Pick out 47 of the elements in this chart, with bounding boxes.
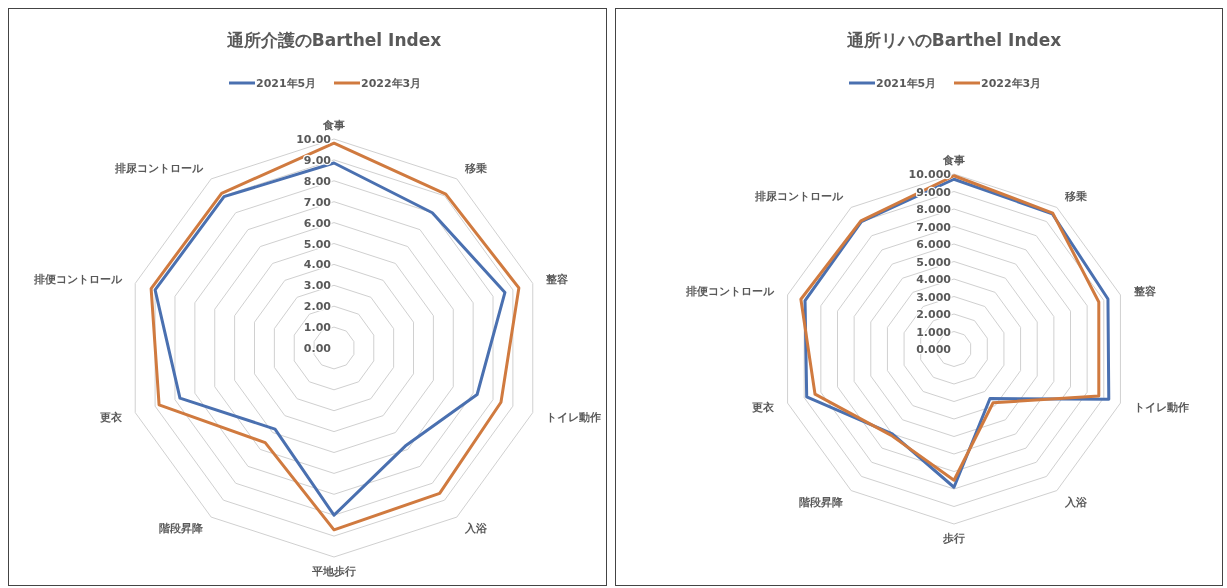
y-tick-label: 2.000 xyxy=(916,308,952,321)
spoke-label: 排尿コントロール xyxy=(113,161,204,174)
spoke-label: 食事 xyxy=(942,154,965,166)
spoke-label: トイレ動作 xyxy=(1133,401,1189,414)
y-tick-label: 9.00 xyxy=(303,153,332,167)
y-tick-label: 1.00 xyxy=(303,321,332,335)
chart-title: 通所リハのBarthel Index xyxy=(845,30,1062,50)
y-tick-label: 3.000 xyxy=(916,290,952,304)
y-tick-label: 5.000 xyxy=(916,255,952,269)
legend-label: 2022年3月 xyxy=(981,77,1042,90)
spoke-label: 階段昇降 xyxy=(798,495,844,508)
legend-label: 2021年5月 xyxy=(876,77,937,90)
spoke-label: 排便コントロール xyxy=(685,284,776,297)
y-tick-label: 6.00 xyxy=(303,216,332,230)
spoke-label: 階段昇降 xyxy=(158,522,204,535)
spoke-label: 排尿コントロール xyxy=(753,190,844,203)
y-tick-label: 1.000 xyxy=(916,325,952,339)
legend-label: 2022年3月 xyxy=(361,77,422,90)
y-tick-label: 0.00 xyxy=(303,342,332,355)
y-tick-label: 8.000 xyxy=(916,203,952,216)
y-tick-label: 6.000 xyxy=(916,238,952,251)
spoke-label: 整容 xyxy=(545,273,569,286)
spoke-label: 更衣 xyxy=(99,410,123,423)
legend-label: 2021年5月 xyxy=(256,77,317,90)
y-tick-label: 4.00 xyxy=(303,258,332,272)
spoke-label: 更衣 xyxy=(752,401,776,414)
spoke-label: 入浴 xyxy=(1064,495,1089,509)
chart-title: 通所介護のBarthel Index xyxy=(225,30,442,50)
y-tick-label: 10.00 xyxy=(296,133,332,146)
y-tick-label: 7.00 xyxy=(303,195,332,209)
spoke-label: 移乗 xyxy=(464,161,488,174)
y-tick-label: 0.000 xyxy=(916,343,952,356)
y-tick-label: 10.000 xyxy=(908,168,952,181)
spoke-label: 整容 xyxy=(1132,284,1156,297)
y-tick-label: 4.000 xyxy=(916,273,952,286)
spoke-label: トイレ動作 xyxy=(546,410,602,423)
spoke-label: 食事 xyxy=(322,119,345,131)
spoke-label: 歩行 xyxy=(942,532,965,544)
y-tick-label: 8.00 xyxy=(303,174,332,188)
spoke-label: 平地歩行 xyxy=(311,565,356,577)
y-tick-label: 5.00 xyxy=(303,237,332,251)
y-tick-label: 2.00 xyxy=(303,300,332,314)
spoke-label: 排便コントロール xyxy=(32,273,123,286)
y-tick-label: 7.000 xyxy=(916,220,952,234)
y-tick-label: 3.00 xyxy=(303,279,332,293)
spoke-label: 入浴 xyxy=(464,522,489,536)
spoke-label: 移乗 xyxy=(1064,190,1088,203)
